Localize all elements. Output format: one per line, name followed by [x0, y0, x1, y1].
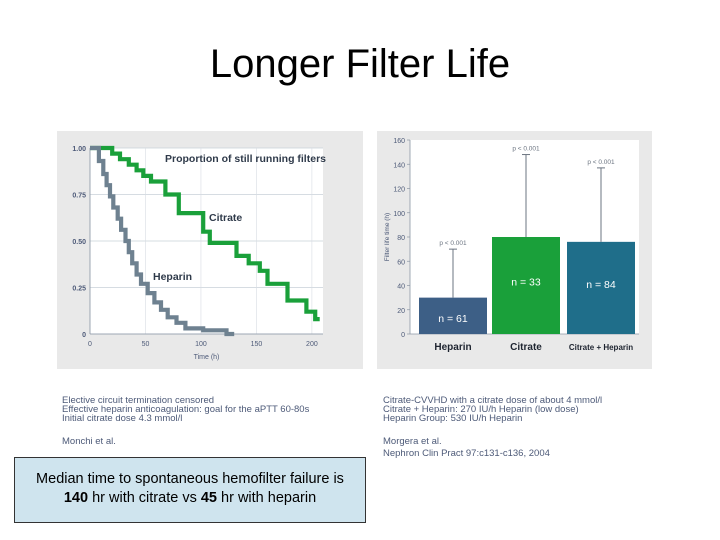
- bar-heparin: [419, 297, 487, 334]
- survival-y-tick-label: 1.00: [72, 146, 86, 153]
- survival-y-tick-label: 0.50: [72, 239, 86, 246]
- right-note-1: Citrate-CVVHD with a citrate dose of abo…: [383, 395, 603, 406]
- bar-category-label: Citrate + Heparin: [569, 343, 633, 352]
- caption-end-text: hr with heparin: [217, 490, 317, 506]
- bar-y-tick-label: 60: [397, 259, 405, 266]
- left-note-3: Initial citrate dose 4.3 mmol/l: [62, 413, 183, 424]
- citrate-series-label: Citrate: [209, 212, 242, 224]
- bar-y-tick-label: 80: [397, 235, 405, 242]
- survival-y-tick-label: 0.75: [72, 193, 86, 200]
- citrate-survival-line: [90, 145, 320, 322]
- survival-x-axis-label: Time (h): [194, 354, 220, 361]
- survival-x-tick-label: 150: [251, 341, 263, 348]
- sample-size-label: n = 33: [511, 277, 541, 289]
- right-source-2: Nephron Clin Pract 97:c131-c136, 2004: [383, 448, 550, 459]
- survival-chart-title: Proportion of still running filters: [165, 153, 326, 165]
- heparin-series-label: Heparin: [153, 271, 192, 283]
- sample-size-label: n = 61: [438, 313, 468, 325]
- p-value-label: p < 0.001: [512, 146, 540, 153]
- survival-x-tick-label: 50: [142, 341, 150, 348]
- bar-y-tick-label: 0: [401, 332, 405, 339]
- caption-line-1: Median time to spontaneous hemofilter fa…: [36, 471, 344, 487]
- bar-y-tick-label: 120: [393, 187, 405, 194]
- bar-y-tick-label: 100: [393, 211, 405, 218]
- slide-title: Longer Filter Life: [209, 42, 511, 86]
- right-source-1: Morgera et al.: [383, 436, 442, 447]
- bar-category-label: Citrate: [510, 342, 542, 353]
- bar-y-axis-label: Filter life time (h): [384, 213, 391, 261]
- summary-caption-box: Median time to spontaneous hemofilter fa…: [14, 457, 366, 523]
- right-note-2: Citrate + Heparin: 270 IU/h Heparin (low…: [383, 404, 579, 415]
- survival-y-tick-label: 0.25: [72, 286, 86, 293]
- survival-y-tick-label: 0: [82, 332, 86, 339]
- survival-x-ticks: 0 50 100 150 200: [88, 341, 318, 348]
- left-source: Monchi et al.: [62, 436, 116, 447]
- bar-series: p < 0.001 n = 61 p < 0.001 n = 33 p < 0.001 n…: [419, 146, 635, 334]
- caption-mid-text: hr with citrate vs: [88, 490, 201, 506]
- sample-size-label: n = 84: [586, 279, 616, 291]
- survival-x-tick-label: 0: [88, 341, 92, 348]
- bar-categories: Heparin Citrate Citrate + Heparin: [434, 342, 633, 353]
- filter-life-bar-chart-panel: 0 20 40 60 80 100 120 140 160 p < 0.001 n = 61 p <…: [377, 131, 652, 369]
- survival-x-tick-label: 200: [306, 341, 318, 348]
- p-value-label: p < 0.001: [587, 159, 615, 166]
- left-note-1: Elective circuit termination censored: [62, 395, 215, 406]
- filter-survival-chart: 0 0.25 0.50 0.75 1.00 0 50 100 150 200 Proportio…: [72, 145, 326, 361]
- bar-citrate: [492, 237, 560, 334]
- survival-series: [90, 145, 320, 337]
- p-value-label: p < 0.001: [439, 240, 467, 247]
- right-note-3: Heparin Group: 530 IU/h Heparin: [383, 413, 523, 424]
- caption-heparin-value: 45: [200, 490, 217, 506]
- bar-y-tick-label: 140: [393, 162, 405, 169]
- filter-survival-chart-panel: 0 0.25 0.50 0.75 1.00 0 50 100 150 200 Proportio…: [57, 131, 363, 369]
- bar-citrate-heparin: [567, 241, 635, 334]
- bar-y-tick-label: 160: [393, 138, 405, 145]
- left-note-2: Effective heparin anticoagulation: goal …: [62, 404, 310, 415]
- survival-y-ticks: 0 0.25 0.50 0.75 1.00: [72, 146, 86, 339]
- heparin-survival-line: [90, 145, 235, 337]
- bar-y-tick-label: 20: [397, 308, 405, 315]
- survival-x-tick-label: 100: [195, 341, 207, 348]
- bar-category-label: Heparin: [434, 342, 471, 353]
- bar-y-tick-label: 40: [397, 284, 405, 291]
- caption-citrate-value: 140: [63, 490, 89, 506]
